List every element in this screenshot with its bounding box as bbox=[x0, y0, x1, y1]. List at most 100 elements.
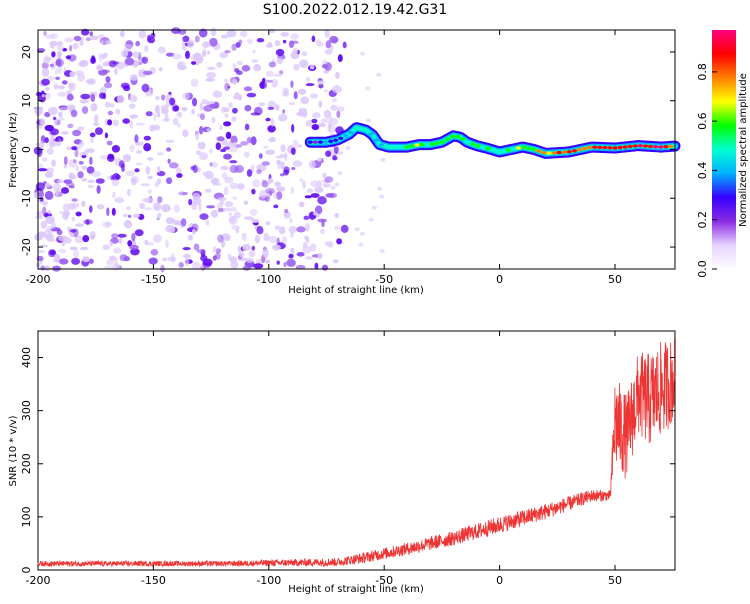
noise-blob bbox=[66, 182, 75, 187]
snr-x-ticks: -200 -150 -100 -50 0 50 bbox=[26, 331, 622, 587]
noise-blob bbox=[181, 45, 187, 51]
signal-track-cell bbox=[378, 143, 384, 147]
noise-blob bbox=[107, 119, 113, 126]
noise-blob bbox=[185, 50, 190, 59]
noise-blob bbox=[145, 166, 151, 175]
noise-blob bbox=[267, 106, 275, 110]
noise-blob bbox=[130, 175, 140, 183]
noise-blob bbox=[340, 224, 349, 233]
noise-blob bbox=[282, 39, 287, 44]
noise-blob bbox=[171, 253, 175, 261]
noise-blob bbox=[90, 136, 94, 144]
noise-blob bbox=[110, 174, 114, 181]
noise-blob bbox=[62, 203, 70, 212]
noise-blob bbox=[230, 206, 237, 212]
noise-blob bbox=[135, 162, 143, 166]
signal-track-cell bbox=[576, 148, 583, 152]
noise-blob bbox=[112, 191, 116, 199]
noise-blob bbox=[199, 125, 204, 135]
noise-blob bbox=[246, 92, 257, 98]
noise-blob bbox=[74, 149, 79, 158]
signal-track-cell bbox=[663, 145, 669, 149]
noise-blob bbox=[61, 187, 69, 194]
noise-blob bbox=[157, 46, 166, 54]
noise-blob bbox=[39, 141, 45, 149]
snr-panel: -200 -150 -100 -50 0 50 0 100 200 300 400 Height … bbox=[8, 330, 676, 595]
noise-blob bbox=[162, 118, 171, 122]
noise-blob bbox=[45, 34, 55, 39]
noise-blob bbox=[372, 205, 377, 210]
noise-blob bbox=[129, 94, 137, 103]
noise-blob bbox=[325, 150, 332, 157]
noise-blob bbox=[224, 50, 231, 54]
noise-blob bbox=[100, 40, 104, 45]
y-tick-label: 0 bbox=[20, 567, 33, 574]
noise-blob bbox=[297, 88, 307, 95]
noise-blob bbox=[126, 206, 131, 211]
noise-blob bbox=[134, 134, 139, 143]
noise-blob bbox=[283, 166, 290, 174]
noise-blob bbox=[244, 104, 252, 112]
noise-blob bbox=[44, 171, 54, 178]
noise-blob bbox=[276, 57, 284, 65]
noise-blob bbox=[135, 40, 141, 47]
noise-blob bbox=[57, 41, 63, 46]
noise-blob bbox=[261, 161, 270, 166]
noise-blob bbox=[182, 92, 190, 100]
noise-blob bbox=[330, 118, 339, 126]
noise-blob bbox=[292, 139, 299, 149]
noise-blob bbox=[275, 48, 285, 57]
spectrogram-x-ticks: -200 -150 -100 -50 0 50 bbox=[26, 30, 622, 286]
noise-blob bbox=[323, 70, 329, 74]
noise-blob bbox=[237, 183, 245, 190]
noise-blob bbox=[212, 255, 217, 261]
x-tick-label: -50 bbox=[375, 273, 393, 286]
noise-blob bbox=[337, 88, 343, 93]
noise-blob bbox=[276, 191, 283, 200]
noise-blob bbox=[182, 35, 190, 42]
noise-blob bbox=[216, 136, 225, 142]
noise-blob bbox=[229, 182, 239, 189]
noise-blob bbox=[169, 97, 176, 106]
noise-blob bbox=[219, 200, 225, 205]
noise-blob bbox=[261, 180, 269, 188]
noise-blob bbox=[144, 197, 154, 204]
noise-blob bbox=[229, 160, 238, 164]
noise-blob bbox=[310, 243, 317, 252]
noise-blob bbox=[290, 186, 294, 195]
signal-track-cell bbox=[323, 140, 329, 144]
noise-blob bbox=[86, 78, 96, 85]
noise-blob bbox=[44, 124, 54, 132]
noise-blob bbox=[72, 249, 80, 259]
noise-blob bbox=[89, 156, 93, 165]
noise-blob bbox=[70, 246, 77, 250]
signal-track-cell bbox=[394, 145, 400, 149]
noise-blob bbox=[252, 179, 261, 188]
signal-track-cell bbox=[500, 149, 506, 153]
noise-blob bbox=[303, 215, 310, 220]
noise-blob bbox=[93, 122, 100, 126]
noise-blob bbox=[202, 171, 207, 176]
signal-track-cell bbox=[399, 145, 405, 149]
noise-blob bbox=[324, 29, 330, 38]
noise-blob bbox=[104, 132, 108, 139]
noise-blob bbox=[79, 40, 84, 46]
noise-blob bbox=[112, 61, 120, 65]
noise-blob bbox=[380, 157, 386, 162]
noise-blob bbox=[336, 106, 345, 112]
noise-blob bbox=[129, 103, 136, 109]
noise-blob bbox=[131, 232, 136, 242]
noise-blob bbox=[193, 243, 200, 251]
noise-blob bbox=[291, 167, 296, 170]
colorbar-ticks: 0.0 0.2 0.4 0.6 0.8 bbox=[696, 63, 717, 278]
signal-track-cell bbox=[642, 144, 649, 148]
noise-blob bbox=[198, 202, 202, 212]
noise-blob bbox=[284, 208, 289, 214]
noise-blob bbox=[296, 226, 306, 233]
noise-blob bbox=[265, 149, 276, 155]
noise-blob bbox=[226, 29, 237, 38]
signal-track-cell bbox=[383, 144, 390, 149]
noise-blob bbox=[45, 167, 55, 174]
noise-blob bbox=[79, 99, 90, 104]
noise-blob bbox=[134, 229, 144, 237]
